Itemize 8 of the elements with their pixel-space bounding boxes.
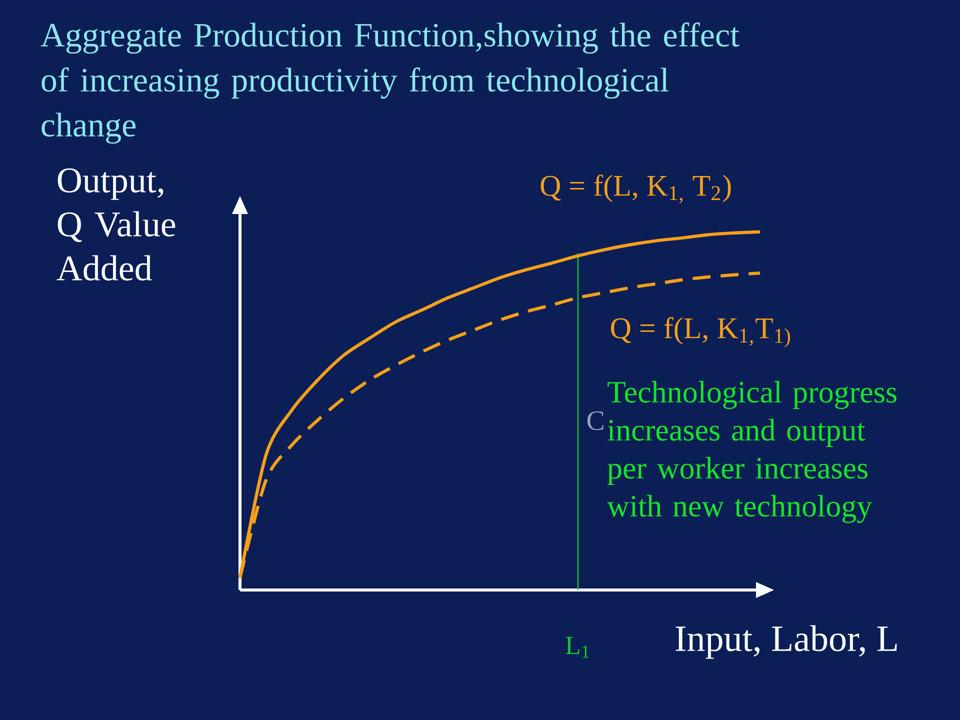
series-label: Q = f(L, K$_{1,}$T$_{1)}$ <box>611 317 790 348</box>
annotation: C <box>587 411 604 430</box>
chart-title: Aggregate Production Function,showing the effect of increasing productivity from technological change <box>40 22 740 144</box>
x-axis-title: Input, Labor, L <box>676 625 897 659</box>
text: L$_{1}$ <box>566 636 589 658</box>
series-label: Q = f(L, K$_{1,}$ T$_{2}$) <box>540 174 731 204</box>
annotation: Technological progress increases and output per worker increases with new technology <box>607 380 896 524</box>
y-axis-title: Output, Q Value Added <box>56 168 176 281</box>
